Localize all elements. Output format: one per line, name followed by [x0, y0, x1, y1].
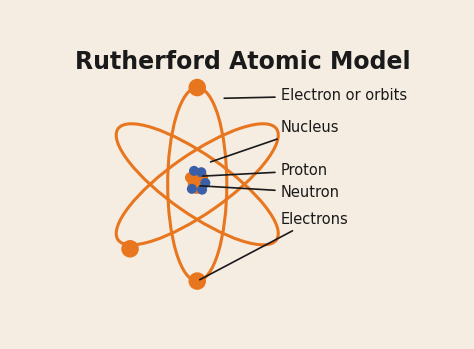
Text: Proton: Proton: [203, 163, 328, 178]
Circle shape: [122, 241, 138, 257]
Circle shape: [201, 179, 210, 187]
Text: Nucleus: Nucleus: [210, 120, 339, 162]
Circle shape: [189, 80, 205, 96]
Text: Electron or orbits: Electron or orbits: [224, 88, 407, 103]
Text: Electrons: Electrons: [200, 212, 348, 280]
Circle shape: [198, 185, 206, 194]
Circle shape: [188, 179, 198, 188]
Circle shape: [198, 173, 208, 183]
Circle shape: [186, 173, 195, 183]
Text: Rutherford Atomic Model: Rutherford Atomic Model: [75, 50, 411, 74]
Circle shape: [192, 184, 201, 193]
Circle shape: [195, 179, 205, 188]
Circle shape: [192, 169, 202, 178]
Text: Neutron: Neutron: [200, 185, 339, 200]
Circle shape: [189, 273, 205, 289]
Circle shape: [188, 185, 196, 193]
Circle shape: [190, 166, 198, 175]
Circle shape: [197, 168, 206, 177]
